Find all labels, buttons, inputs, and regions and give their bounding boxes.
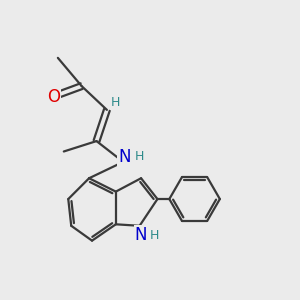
Text: O: O — [47, 88, 60, 106]
Text: H: H — [110, 96, 120, 109]
Text: N: N — [118, 148, 131, 166]
Text: N: N — [135, 226, 147, 244]
Text: H: H — [135, 150, 144, 163]
Text: H: H — [150, 229, 159, 242]
